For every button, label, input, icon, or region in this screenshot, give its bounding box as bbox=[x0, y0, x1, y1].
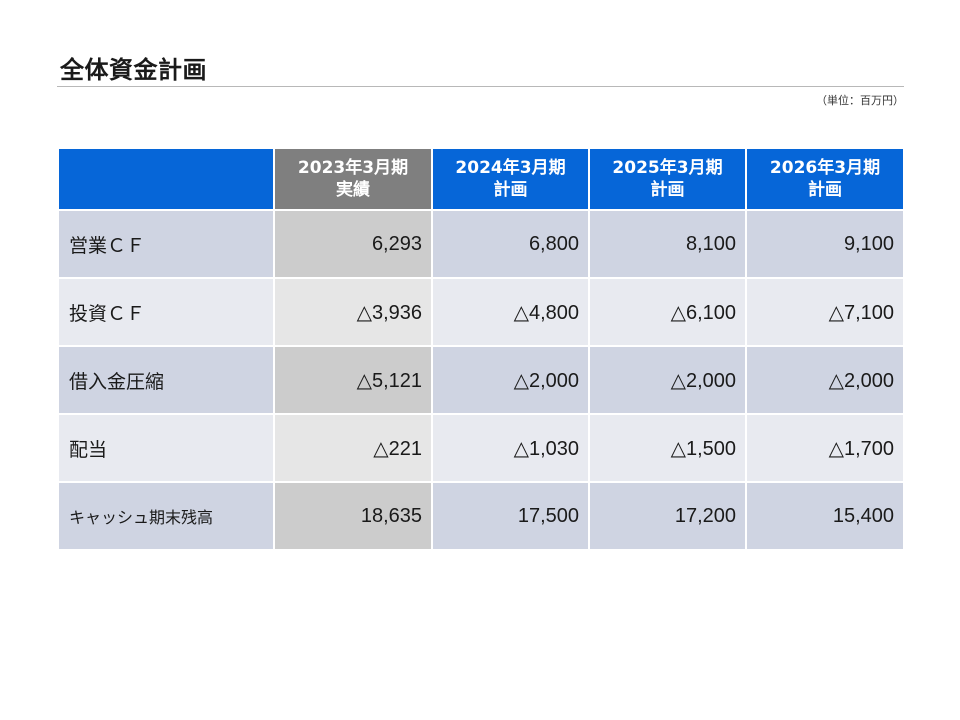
cell-value: △1,030 bbox=[431, 413, 590, 483]
page-title: 全体資金計画 bbox=[60, 56, 207, 84]
cell-value: △1,700 bbox=[745, 413, 905, 483]
cell-value: △221 bbox=[273, 413, 433, 483]
cell-value: 6,800 bbox=[431, 209, 590, 279]
header-fy2023: 2023年3月期 実績 bbox=[273, 147, 433, 211]
header-kind: 計画 bbox=[650, 180, 685, 200]
row-label: 営業ＣＦ bbox=[57, 209, 275, 279]
header-fy2025: 2025年3月期 計画 bbox=[588, 147, 747, 211]
row-label: 借入金圧縮 bbox=[57, 345, 275, 415]
header-kind: 計画 bbox=[808, 180, 842, 200]
table-row-operating-cf: 営業ＣＦ 6,293 6,800 8,100 9,100 bbox=[57, 209, 905, 279]
header-period: 2025年3月期 bbox=[612, 158, 723, 178]
cell-value: △1,500 bbox=[588, 413, 747, 483]
row-label: キャッシュ期末残高 bbox=[57, 481, 275, 551]
header-period: 2023年3月期 bbox=[297, 158, 409, 178]
header-period: 2026年3月期 bbox=[769, 158, 881, 178]
header-fy2024: 2024年3月期 計画 bbox=[431, 147, 590, 211]
cell-value: 17,500 bbox=[431, 481, 590, 551]
cell-value: △2,000 bbox=[745, 345, 905, 415]
cell-value: 15,400 bbox=[745, 481, 905, 551]
funding-plan-table: 2023年3月期 実績 2024年3月期 計画 2025年3月期 計画 2026… bbox=[57, 147, 905, 551]
cell-value: 17,200 bbox=[588, 481, 747, 551]
cell-value: △4,800 bbox=[431, 277, 590, 347]
cell-value: 6,293 bbox=[273, 209, 433, 279]
title-divider bbox=[57, 86, 904, 87]
unit-note: （単位：百万円） bbox=[816, 94, 904, 107]
cell-value: △2,000 bbox=[431, 345, 590, 415]
cell-value: △2,000 bbox=[588, 345, 747, 415]
cell-value: 18,635 bbox=[273, 481, 433, 551]
table-row-ending-cash: キャッシュ期末残高 18,635 17,500 17,200 15,400 bbox=[57, 481, 905, 551]
cell-value: △3,936 bbox=[273, 277, 433, 347]
row-label: 配当 bbox=[57, 413, 275, 483]
cell-value: 8,100 bbox=[588, 209, 747, 279]
cell-value: 9,100 bbox=[745, 209, 905, 279]
header-period: 2024年3月期 bbox=[455, 158, 566, 178]
cell-value: △5,121 bbox=[273, 345, 433, 415]
header-kind: 計画 bbox=[493, 180, 528, 200]
table-row-debt-reduction: 借入金圧縮 △5,121 △2,000 △2,000 △2,000 bbox=[57, 345, 905, 415]
header-fy2026: 2026年3月期 計画 bbox=[745, 147, 905, 211]
header-corner-cell bbox=[57, 147, 275, 211]
cell-value: △7,100 bbox=[745, 277, 905, 347]
table-row-investing-cf: 投資ＣＦ △3,936 △4,800 △6,100 △7,100 bbox=[57, 277, 905, 347]
table-row-dividends: 配当 △221 △1,030 △1,500 △1,700 bbox=[57, 413, 905, 483]
cell-value: △6,100 bbox=[588, 277, 747, 347]
table-header-row: 2023年3月期 実績 2024年3月期 計画 2025年3月期 計画 2026… bbox=[57, 147, 905, 211]
header-kind: 実績 bbox=[336, 180, 370, 200]
row-label: 投資ＣＦ bbox=[57, 277, 275, 347]
